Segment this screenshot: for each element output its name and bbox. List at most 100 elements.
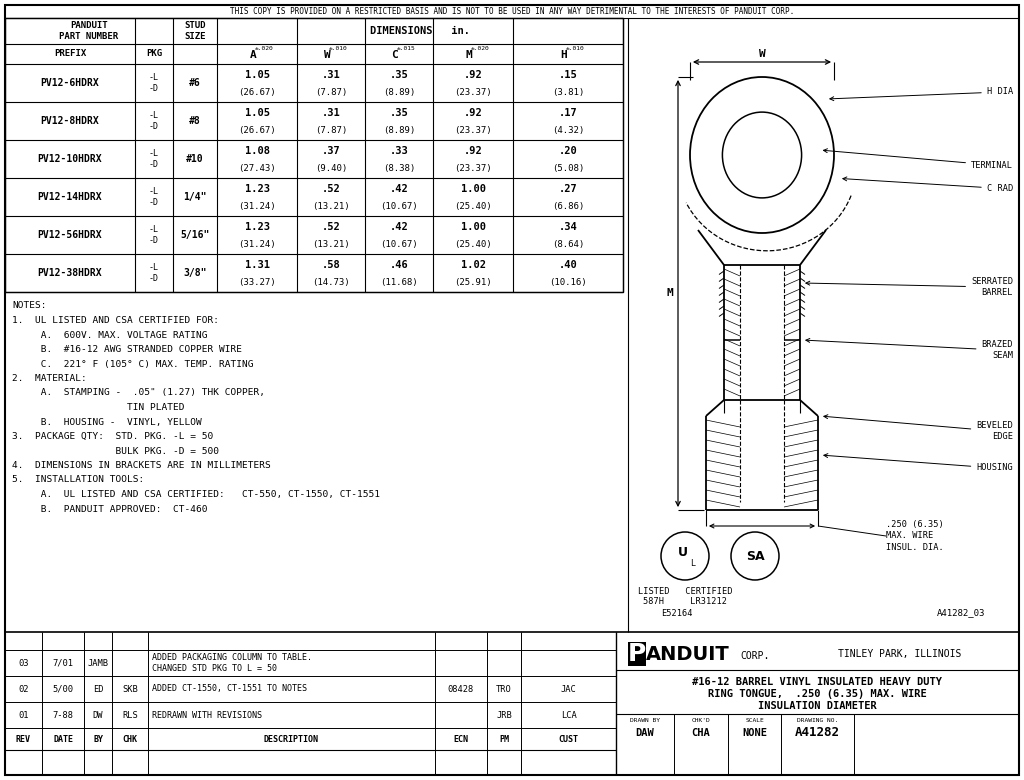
Text: -L
-D: -L -D bbox=[150, 111, 159, 131]
Text: (27.43): (27.43) bbox=[239, 164, 275, 172]
Text: PM: PM bbox=[499, 735, 509, 743]
Text: DRAWN BY: DRAWN BY bbox=[630, 718, 660, 722]
Text: (3.81): (3.81) bbox=[552, 87, 584, 97]
Text: PV12-8HDRX: PV12-8HDRX bbox=[41, 116, 99, 126]
Text: (31.24): (31.24) bbox=[239, 239, 275, 249]
Text: .92: .92 bbox=[464, 146, 482, 156]
Text: (11.68): (11.68) bbox=[380, 278, 418, 286]
Text: NONE: NONE bbox=[742, 728, 767, 738]
Text: (31.24): (31.24) bbox=[239, 201, 275, 211]
Text: (7.87): (7.87) bbox=[314, 87, 347, 97]
Text: -L
-D: -L -D bbox=[150, 187, 159, 207]
Text: PV12-14HDRX: PV12-14HDRX bbox=[38, 192, 102, 202]
Bar bbox=[724, 265, 800, 400]
Text: 7-88: 7-88 bbox=[52, 711, 74, 719]
Text: JRB: JRB bbox=[496, 711, 512, 719]
Text: .34: .34 bbox=[559, 222, 578, 232]
Text: 3/8": 3/8" bbox=[183, 268, 207, 278]
Text: .42: .42 bbox=[389, 184, 409, 194]
Text: PKG: PKG bbox=[146, 49, 162, 58]
Text: DIMENSIONS   in.: DIMENSIONS in. bbox=[370, 26, 470, 36]
Text: JAMB: JAMB bbox=[87, 658, 109, 668]
Text: (26.67): (26.67) bbox=[239, 87, 275, 97]
Text: (25.91): (25.91) bbox=[455, 278, 492, 286]
Text: TINLEY PARK, ILLINOIS: TINLEY PARK, ILLINOIS bbox=[839, 649, 962, 659]
Text: P: P bbox=[628, 642, 646, 666]
Text: .92: .92 bbox=[464, 108, 482, 118]
Text: C: C bbox=[391, 50, 398, 60]
Text: 5.  INSTALLATION TOOLS:: 5. INSTALLATION TOOLS: bbox=[12, 476, 144, 484]
Text: H: H bbox=[560, 50, 567, 60]
Text: #8: #8 bbox=[189, 116, 201, 126]
Text: A.  UL LISTED AND CSA CERTIFIED:   CT-550, CT-1550, CT-1551: A. UL LISTED AND CSA CERTIFIED: CT-550, … bbox=[12, 490, 380, 499]
Text: BRAZED
SEAM: BRAZED SEAM bbox=[806, 339, 1013, 360]
Text: 01: 01 bbox=[18, 711, 29, 719]
Text: .27: .27 bbox=[559, 184, 578, 194]
Text: HOUSING: HOUSING bbox=[824, 454, 1013, 473]
Text: BEVELED
EDGE: BEVELED EDGE bbox=[824, 415, 1013, 441]
Text: .35: .35 bbox=[389, 70, 409, 80]
Text: -L
-D: -L -D bbox=[150, 263, 159, 283]
Text: 5/00: 5/00 bbox=[52, 685, 74, 693]
Text: DRAWING NO.: DRAWING NO. bbox=[797, 718, 838, 722]
Text: 1.  UL LISTED AND CSA CERTIFIED FOR:: 1. UL LISTED AND CSA CERTIFIED FOR: bbox=[12, 316, 219, 325]
Text: 4.  DIMENSIONS IN BRACKETS ARE IN MILLIMETERS: 4. DIMENSIONS IN BRACKETS ARE IN MILLIME… bbox=[12, 461, 270, 470]
Text: 1/4": 1/4" bbox=[183, 192, 207, 202]
Text: DESCRIPTION: DESCRIPTION bbox=[264, 735, 319, 743]
Text: .40: .40 bbox=[559, 260, 578, 270]
Text: LISTED   CERTIFIED: LISTED CERTIFIED bbox=[638, 587, 732, 595]
Text: .33: .33 bbox=[389, 146, 409, 156]
Text: PV12-10HDRX: PV12-10HDRX bbox=[38, 154, 102, 164]
Text: #16-12 BARREL VINYL INSULATED HEAVY DUTY: #16-12 BARREL VINYL INSULATED HEAVY DUTY bbox=[692, 677, 942, 687]
Text: THIS COPY IS PROVIDED ON A RESTRICTED BASIS AND IS NOT TO BE USED IN ANY WAY DET: THIS COPY IS PROVIDED ON A RESTRICTED BA… bbox=[229, 6, 795, 16]
Text: 1.00: 1.00 bbox=[461, 184, 485, 194]
Text: 587H     LR31212: 587H LR31212 bbox=[643, 597, 727, 607]
Text: ED: ED bbox=[93, 685, 103, 693]
Text: B.  #16-12 AWG STRANDED COPPER WIRE: B. #16-12 AWG STRANDED COPPER WIRE bbox=[12, 345, 242, 354]
Text: ±.020: ±.020 bbox=[255, 47, 273, 51]
Text: H DIA: H DIA bbox=[829, 87, 1013, 101]
Circle shape bbox=[662, 532, 709, 580]
Text: (8.89): (8.89) bbox=[383, 126, 415, 134]
Text: PV12-6HDRX: PV12-6HDRX bbox=[41, 78, 99, 88]
Text: (23.37): (23.37) bbox=[455, 126, 492, 134]
Text: NOTES:: NOTES: bbox=[12, 302, 46, 310]
Text: A41282: A41282 bbox=[795, 726, 840, 739]
Text: ±.020: ±.020 bbox=[471, 47, 489, 51]
Text: RING TONGUE,  .250 (6.35) MAX. WIRE: RING TONGUE, .250 (6.35) MAX. WIRE bbox=[709, 689, 927, 699]
Text: A.  STAMPING -  .05" (1.27) THK COPPER,: A. STAMPING - .05" (1.27) THK COPPER, bbox=[12, 388, 265, 398]
Text: (8.38): (8.38) bbox=[383, 164, 415, 172]
Text: LCA: LCA bbox=[560, 711, 577, 719]
Text: CHK'D: CHK'D bbox=[691, 718, 711, 722]
Text: ADDED PACKAGING COLUMN TO TABLE.
CHANGED STD PKG TO L = 50: ADDED PACKAGING COLUMN TO TABLE. CHANGED… bbox=[152, 653, 312, 673]
Text: BY: BY bbox=[93, 735, 103, 743]
Text: .17: .17 bbox=[559, 108, 578, 118]
Text: 1.00: 1.00 bbox=[461, 222, 485, 232]
Text: REV: REV bbox=[16, 735, 31, 743]
Text: TIN PLATED: TIN PLATED bbox=[12, 403, 184, 412]
Text: (7.87): (7.87) bbox=[314, 126, 347, 134]
Text: RLS: RLS bbox=[122, 711, 138, 719]
Text: .20: .20 bbox=[559, 146, 578, 156]
Text: .31: .31 bbox=[322, 108, 340, 118]
Text: .15: .15 bbox=[559, 70, 578, 80]
Text: PV12-56HDRX: PV12-56HDRX bbox=[38, 230, 102, 240]
Text: (23.37): (23.37) bbox=[455, 164, 492, 172]
Text: BULK PKG. -D = 500: BULK PKG. -D = 500 bbox=[12, 446, 219, 456]
Text: .42: .42 bbox=[389, 222, 409, 232]
Text: ±.015: ±.015 bbox=[396, 47, 416, 51]
Text: .31: .31 bbox=[322, 70, 340, 80]
Text: 7/01: 7/01 bbox=[52, 658, 74, 668]
Text: .37: .37 bbox=[322, 146, 340, 156]
Text: (4.32): (4.32) bbox=[552, 126, 584, 134]
Text: (25.40): (25.40) bbox=[455, 201, 492, 211]
Text: B.  HOUSING -  VINYL, YELLOW: B. HOUSING - VINYL, YELLOW bbox=[12, 417, 202, 427]
Text: U: U bbox=[678, 545, 688, 558]
Text: C RAD: C RAD bbox=[843, 177, 1013, 193]
Text: PANDUIT
PART NUMBER: PANDUIT PART NUMBER bbox=[59, 21, 119, 41]
Text: .58: .58 bbox=[322, 260, 340, 270]
Text: SERRATED
BARREL: SERRATED BARREL bbox=[806, 278, 1013, 296]
Text: SCALE: SCALE bbox=[745, 718, 764, 722]
Ellipse shape bbox=[690, 77, 834, 233]
Text: DATE: DATE bbox=[53, 735, 73, 743]
